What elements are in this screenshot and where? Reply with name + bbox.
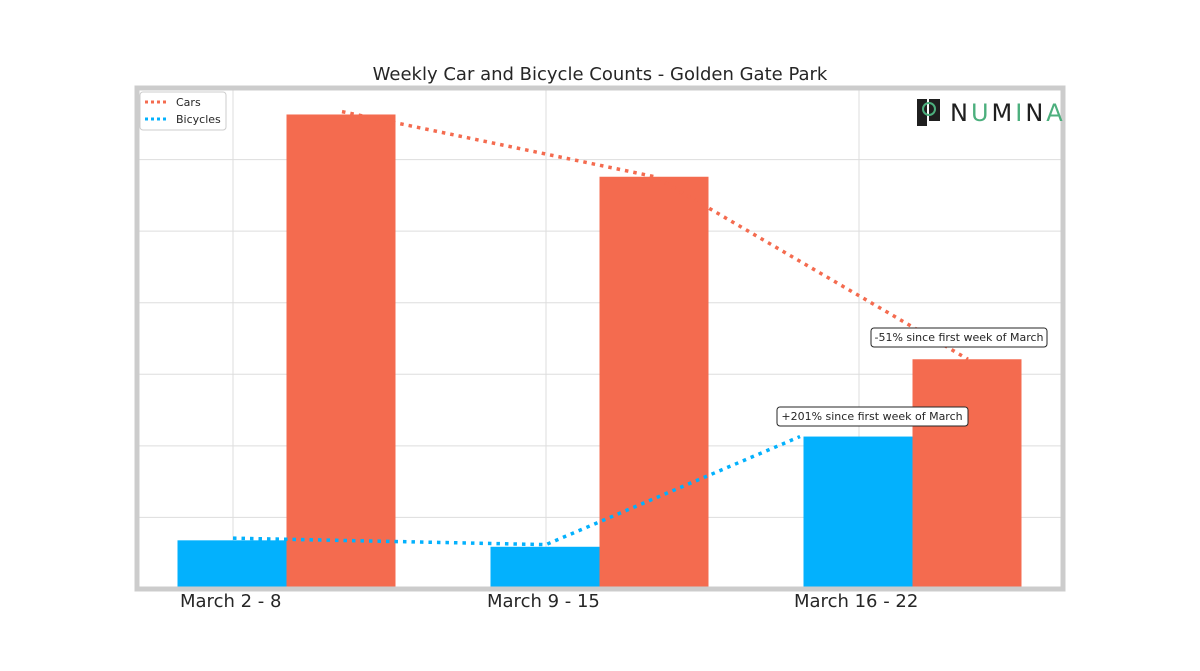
legend-label-bicycles: Bicycles (176, 113, 221, 126)
x-tick-label: March 16 - 22 (794, 591, 918, 612)
bar-bicycles (490, 546, 600, 589)
annotation-bicycles: +201% since first week of March (776, 406, 969, 427)
annotation-bicycles-text: +201% since first week of March (781, 410, 962, 423)
bar-cars (912, 359, 1022, 589)
bar-bicycles (177, 540, 287, 589)
x-tick-label: March 9 - 15 (487, 591, 600, 612)
bar-cars (599, 176, 709, 589)
numina-logo: NUMINA (917, 99, 1066, 127)
annotation-cars: -51% since first week of March (870, 327, 1048, 348)
bar-bicycles (803, 436, 913, 589)
x-tick-label: March 2 - 8 (180, 591, 281, 612)
legend: Cars Bicycles (139, 91, 227, 131)
bar-layer (177, 114, 1022, 589)
annotation-cars-text: -51% since first week of March (874, 331, 1043, 344)
x-tick-labels: March 2 - 8 March 9 - 15 March 16 - 22 (180, 591, 918, 612)
line-bicycles (232, 434, 801, 547)
legend-label-cars: Cars (176, 96, 201, 109)
line-layer (232, 109, 969, 547)
line-cars (341, 109, 969, 361)
numina-logo-text: NUMINA (950, 99, 1066, 127)
numina-logo-icon (917, 99, 940, 126)
annotation-bicycles-box (776, 406, 969, 427)
chart-title: Weekly Car and Bicycle Counts - Golden G… (373, 64, 828, 85)
bar-cars (286, 114, 396, 589)
legend-box (139, 91, 227, 131)
plot-frame (134, 85, 1066, 592)
annotation-cars-box (870, 327, 1048, 348)
